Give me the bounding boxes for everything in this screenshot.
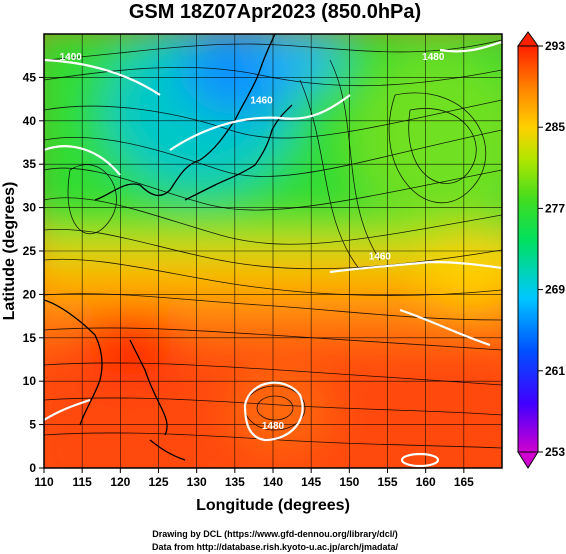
y-tick-label: 20 (23, 287, 37, 301)
y-tick-label: 15 (23, 331, 37, 345)
x-tick-label: 125 (148, 475, 168, 489)
contour-labels: 1400 1480 1460 1460 1480 (60, 52, 445, 432)
contour-label: 1460 (250, 95, 273, 106)
colorbar-tick-label: 253 (545, 445, 565, 459)
y-tick-label: 45 (23, 70, 37, 84)
colorbar-tick-label: 293 (545, 39, 565, 53)
x-tick-label: 115 (72, 475, 92, 489)
colorbar-tick-label: 277 (545, 201, 565, 215)
contour-label: 1460 (369, 252, 392, 263)
x-tick-label: 160 (416, 475, 436, 489)
x-tick-label: 140 (263, 475, 283, 489)
y-tick-label: 5 (29, 418, 36, 432)
x-tick-label: 165 (454, 475, 474, 489)
y-axis-ticks: 0 5 10 15 20 25 30 35 40 45 (23, 70, 44, 475)
colorbar-tick-label: 285 (545, 120, 565, 134)
y-axis-title: Latitude (degrees) (1, 182, 18, 321)
credit-data: Data from http://database.rish.kyoto-u.a… (152, 542, 399, 552)
plot-area: 1400 1480 1460 1460 1480 (44, 34, 502, 468)
credit-drawing: Drawing by DCL (https://www.gfd-dennou.o… (152, 529, 398, 539)
y-tick-label: 25 (23, 244, 37, 258)
lat-lon-grid (44, 34, 502, 468)
y-tick-label: 10 (23, 374, 37, 388)
x-tick-label: 130 (187, 475, 207, 489)
colorbar-body (517, 45, 539, 453)
map-title: GSM 18Z07Apr2023 (850.0hPa) (129, 1, 421, 23)
y-tick-label: 40 (23, 114, 37, 128)
contour-label: 1480 (262, 421, 285, 432)
y-tick-label: 30 (23, 201, 37, 215)
x-tick-label: 135 (225, 475, 245, 489)
colorbar-bottom-arrow (517, 451, 539, 469)
colorbar-tick-label: 261 (545, 364, 565, 378)
x-tick-label: 120 (110, 475, 130, 489)
contour-label: 1400 (60, 52, 83, 63)
y-tick-label: 0 (29, 461, 36, 475)
y-tick-label: 35 (23, 157, 37, 171)
x-axis-ticks: 110 115 120 125 130 135 140 145 150 155 160 165 (34, 468, 474, 489)
height-contours (44, 40, 502, 468)
colorbar-tick-label: 269 (545, 283, 565, 297)
colorbar: 293 285 277 269 261 253 (517, 31, 565, 469)
x-tick-label: 155 (377, 475, 397, 489)
x-tick-label: 145 (301, 475, 321, 489)
colorbar-top-arrow (517, 31, 539, 47)
x-axis-title: Longitude (degrees) (196, 497, 350, 514)
contour-label: 1480 (422, 52, 445, 63)
x-tick-label: 110 (34, 475, 54, 489)
x-tick-label: 150 (339, 475, 359, 489)
